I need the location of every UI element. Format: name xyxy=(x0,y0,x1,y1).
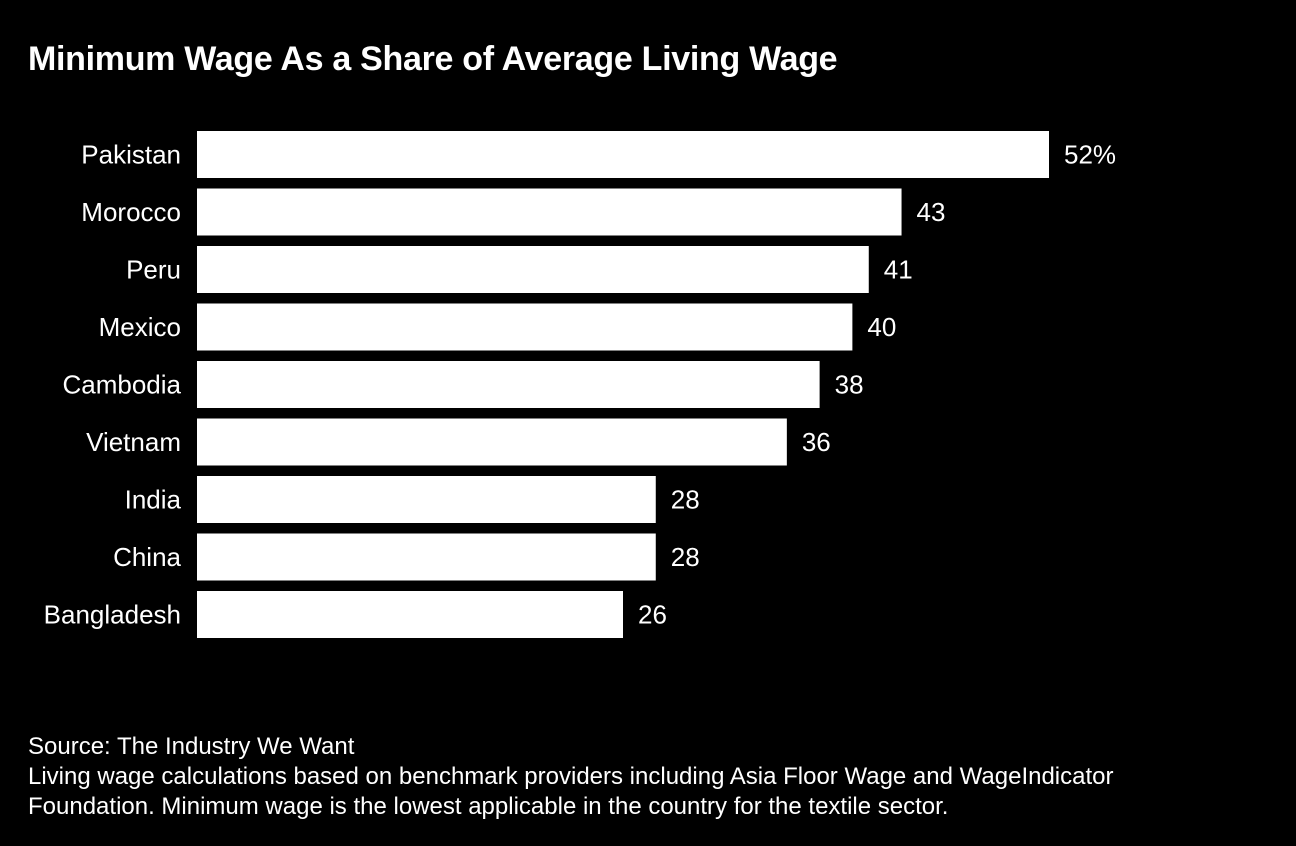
category-label-peru: Peru xyxy=(126,255,181,285)
value-label-india: 28 xyxy=(671,485,700,515)
value-label-mexico: 40 xyxy=(867,312,896,342)
note-line-2: Foundation. Minimum wage is the lowest a… xyxy=(28,793,949,820)
category-label-morocco: Morocco xyxy=(81,197,181,227)
bar-cambodia xyxy=(197,361,820,408)
bar-morocco xyxy=(197,188,902,236)
category-label-cambodia: Cambodia xyxy=(62,370,181,400)
category-label-mexico: Mexico xyxy=(99,312,181,342)
value-label-bangladesh: 26 xyxy=(638,600,667,630)
bar-pakistan xyxy=(197,131,1049,178)
bar-india xyxy=(197,476,656,523)
source-text: Source: The Industry We Want xyxy=(28,733,355,760)
bar-peru xyxy=(197,246,869,293)
value-label-vietnam: 36 xyxy=(802,427,831,457)
chart-footer: Source: The Industry We Want Living wage… xyxy=(28,732,1114,822)
value-label-peru: 41 xyxy=(884,255,913,285)
note-line-1: Living wage calculations based on benchm… xyxy=(28,763,1114,790)
value-label-china: 28 xyxy=(671,542,700,572)
category-label-pakistan: Pakistan xyxy=(81,140,181,170)
value-label-pakistan: 52% xyxy=(1064,140,1116,170)
bar-mexico xyxy=(197,303,853,351)
value-label-cambodia: 38 xyxy=(835,370,864,400)
bar-bangladesh xyxy=(197,591,623,638)
value-label-morocco: 43 xyxy=(917,197,946,227)
category-label-china: China xyxy=(113,542,181,572)
category-label-vietnam: Vietnam xyxy=(86,427,181,457)
bar-vietnam xyxy=(197,418,787,466)
bar-chart: Pakistan 52% Morocco 43 Peru 41 Mexico 40 Cambod… xyxy=(44,131,1116,638)
chart-title: Minimum Wage As a Share of Average Livin… xyxy=(28,40,838,78)
category-label-bangladesh: Bangladesh xyxy=(44,600,181,630)
category-label-india: India xyxy=(125,485,182,515)
bar-china xyxy=(197,533,656,581)
